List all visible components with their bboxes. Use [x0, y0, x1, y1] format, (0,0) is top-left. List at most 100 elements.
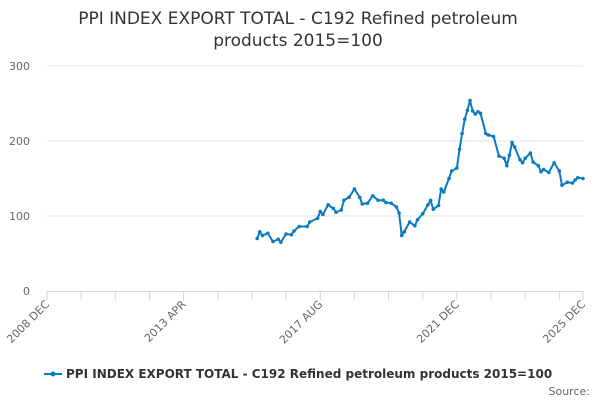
data-point — [360, 202, 365, 206]
data-point — [292, 229, 296, 233]
legend-point-marker — [50, 371, 56, 377]
data-point — [394, 205, 399, 209]
data-point — [334, 210, 338, 215]
data-point — [523, 156, 527, 161]
data-point — [339, 208, 344, 212]
data-point — [449, 169, 454, 173]
data-point — [462, 117, 467, 122]
chart-title-line-1: PPI INDEX EXPORT TOTAL - C192 Refined pe… — [78, 9, 518, 29]
data-point — [483, 131, 488, 136]
data-point — [520, 160, 525, 165]
data-point — [470, 109, 475, 113]
data-point — [279, 240, 283, 245]
y-tick-label: 100 — [9, 210, 30, 223]
data-point — [491, 134, 496, 139]
data-point — [431, 207, 436, 212]
data-point — [384, 200, 388, 205]
data-point — [541, 167, 546, 172]
data-point — [297, 224, 302, 229]
data-point — [552, 160, 556, 165]
data-point — [381, 198, 386, 203]
data-point — [307, 220, 312, 224]
data-point — [457, 147, 462, 152]
data-point — [347, 195, 351, 200]
data-point — [326, 202, 330, 207]
data-point — [557, 169, 562, 173]
data-point — [531, 160, 535, 164]
data-point — [560, 183, 564, 188]
data-point — [565, 180, 570, 185]
data-point — [357, 195, 362, 200]
x-tick-label: 2017 AUG — [277, 298, 326, 347]
data-point — [415, 217, 420, 222]
data-point — [321, 212, 325, 217]
data-point — [473, 112, 478, 116]
data-point — [289, 232, 294, 237]
data-point — [441, 190, 446, 194]
data-point — [439, 187, 443, 191]
data-point — [447, 176, 451, 181]
data-point — [265, 231, 270, 236]
data-point — [460, 131, 464, 136]
data-point — [365, 201, 370, 206]
data-point — [476, 109, 480, 114]
data-point — [407, 220, 412, 224]
data-point — [260, 233, 265, 238]
y-tick-label: 300 — [9, 60, 30, 73]
data-point — [478, 111, 483, 116]
x-tick-label: 2021 DEC — [414, 298, 462, 346]
x-tick-label: 2008 DEC — [4, 298, 52, 346]
data-point — [426, 202, 430, 207]
data-point — [397, 211, 401, 215]
x-tick-label: 2025 DEC — [540, 298, 588, 346]
data-point — [428, 198, 433, 203]
x-tick-label: 2013 APR — [142, 298, 189, 345]
data-point — [505, 163, 509, 168]
data-point — [570, 181, 575, 185]
series-line — [256, 99, 584, 244]
data-point — [315, 216, 320, 221]
data-point — [413, 223, 417, 228]
data-point — [528, 151, 533, 155]
data-point — [502, 156, 506, 161]
data-point — [547, 170, 551, 175]
data-point — [258, 229, 262, 234]
data-point — [465, 108, 470, 113]
data-point — [497, 154, 501, 158]
data-point — [420, 211, 425, 216]
data-point — [342, 198, 346, 203]
y-tick-label: 0 — [23, 285, 30, 298]
data-point — [575, 175, 580, 180]
data-point — [455, 166, 459, 170]
data-point — [436, 203, 441, 208]
data-point — [276, 237, 281, 242]
legend-label: PPI INDEX EXPORT TOTAL - C192 Refined pe… — [66, 367, 552, 381]
data-point — [399, 233, 404, 238]
data-point — [271, 239, 275, 244]
legend[interactable]: PPI INDEX EXPORT TOTAL - C192 Refined pe… — [44, 367, 552, 381]
data-point — [402, 229, 407, 234]
data-point — [331, 206, 336, 211]
data-point — [468, 98, 472, 103]
data-point — [510, 140, 514, 145]
chart-title-line-2: products 2015=100 — [213, 31, 383, 51]
data-point — [284, 232, 288, 236]
data-point — [486, 133, 491, 137]
data-point — [376, 198, 380, 203]
data-point — [507, 153, 512, 158]
data-point — [371, 193, 375, 198]
data-point — [536, 163, 541, 168]
data-point — [318, 209, 323, 214]
data-point — [352, 187, 357, 191]
data-point — [512, 145, 517, 149]
data-point — [305, 224, 309, 229]
source-label[interactable]: Source: — [549, 385, 591, 398]
data-point — [255, 236, 259, 241]
data-point — [389, 201, 393, 206]
data-point — [581, 176, 585, 181]
y-tick-label: 200 — [9, 135, 30, 148]
data-point — [539, 169, 543, 174]
data-point — [573, 178, 577, 182]
data-point — [518, 157, 522, 162]
